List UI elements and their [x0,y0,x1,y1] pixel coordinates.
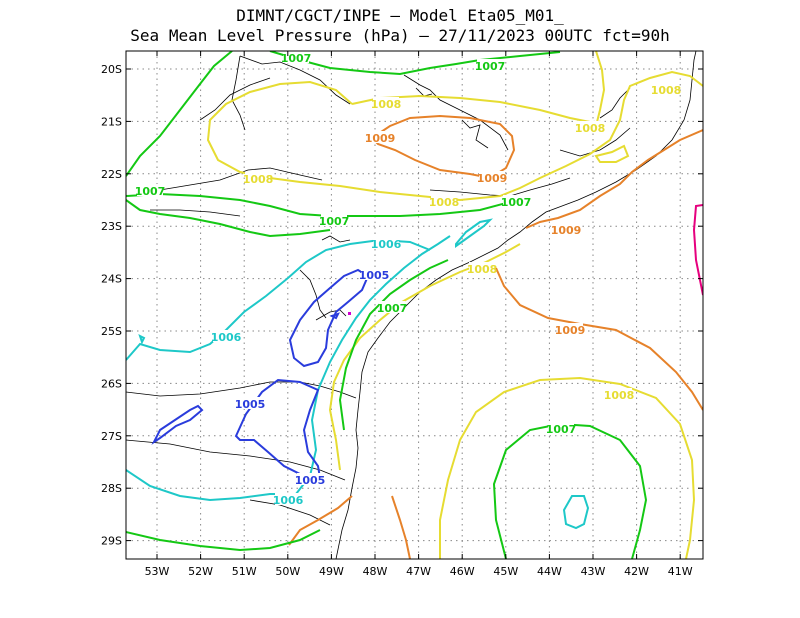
lat-label: 28S [101,482,122,495]
contour-label-bg [379,301,405,313]
contour-label-1008: 1008 [371,98,402,111]
lat-label: 25S [101,325,122,338]
contour-label-bg [557,323,583,335]
coastline [126,51,697,559]
contour-label-1006: 1006 [211,331,242,344]
map-title-line1: DIMNT/CGCT/INPE – Model Eta05_M01_ [236,6,564,25]
contour-label-bg [275,493,301,505]
contour-label-bg [373,237,399,249]
contour-label-bg [548,422,574,434]
lon-label: 44W [537,565,562,578]
contour-label-1009: 1009 [551,224,582,237]
contour-label-bg [553,223,579,235]
contour-label-bg [283,51,309,63]
contour-label-1008: 1008 [429,196,460,209]
contour-label-1005: 1005 [235,398,266,411]
lon-label: 43W [581,565,606,578]
contour-label-1005: 1005 [359,269,390,282]
contour-labels: 1007 1007 1007 1007 1007 1007 1007 1008 1008 1008… [135,51,682,507]
contour-label-1008: 1008 [467,263,498,276]
contour-label-1009: 1009 [555,324,586,337]
lat-label: 21S [101,115,122,128]
lat-label: 24S [101,273,122,286]
contour-label-bg [213,330,239,342]
contour-label-bg [469,262,495,274]
lon-label: 46W [450,565,475,578]
lon-label: 51W [232,565,257,578]
lat-label: 26S [101,377,122,390]
lat-label: 23S [101,220,122,233]
contour-label-1007: 1007 [475,60,506,73]
lat-label: 22S [101,168,122,181]
contour-label-1007: 1007 [377,302,408,315]
isobar-1007 [126,51,648,559]
contour-label-1009: 1009 [365,132,396,145]
latitude-labels: 20S 21S 22S 23S 24S 25S 26S 27S 28S 29S [101,63,122,548]
lon-label: 52W [188,565,213,578]
lon-label: 49W [319,565,344,578]
lon-label: 41W [668,565,693,578]
lon-label: 42W [624,565,649,578]
lon-label: 48W [363,565,388,578]
contour-label-1007: 1007 [501,196,532,209]
contour-label-bg [479,171,505,183]
map-grid [126,51,703,559]
contour-label-bg [606,388,632,400]
contour-label-bg [321,214,347,226]
lon-label: 45W [493,565,518,578]
marker [348,312,351,315]
lon-label: 53W [145,565,170,578]
contour-label-1006: 1006 [371,238,402,251]
contour-label-1008: 1008 [604,389,635,402]
isobar-1006 [126,218,590,530]
map-frame [125,50,704,560]
map-title-line2: Sea Mean Level Pressure (hPa) – 27/11/20… [130,26,670,45]
contour-label-1008: 1008 [575,122,606,135]
isobar-1008 [206,51,703,559]
contour-label-1006: 1006 [273,494,304,507]
lon-label: 47W [406,565,431,578]
axis-ticks [126,51,703,559]
lon-label: 50W [275,565,300,578]
contour-label-bg [297,473,323,485]
contour-label-bg [577,121,603,133]
contour-label-bg [237,397,263,409]
isobar-1005 [151,268,370,480]
contour-label-1007: 1007 [281,52,312,65]
contour-label-1008: 1008 [651,84,682,97]
contour-label-bg [653,83,679,95]
contour-label-1005: 1005 [295,474,326,487]
isobar-1010 [692,204,703,296]
longitude-labels: 53W 52W 51W 50W 49W 48W 47W 46W 45W 44W 43W 42W 41W [145,565,693,578]
contour-label-bg [245,172,271,184]
lat-label: 27S [101,430,122,443]
lat-label: 20S [101,63,122,76]
contour-label-1007: 1007 [135,185,166,198]
contour-label-bg [373,97,399,109]
contour-label-bg [431,195,457,207]
contour-label-1009: 1009 [477,172,508,185]
contour-label-bg [503,195,529,207]
contour-label-bg [367,131,393,143]
contour-label-1007: 1007 [546,423,577,436]
isobar-1009 [288,114,703,559]
contour-label-bg [361,268,387,280]
contour-label-1007: 1007 [319,215,350,228]
contour-label-bg [477,59,503,71]
lat-label: 29S [101,535,122,548]
contour-label-bg [137,184,163,196]
contour-label-1008: 1008 [243,173,274,186]
